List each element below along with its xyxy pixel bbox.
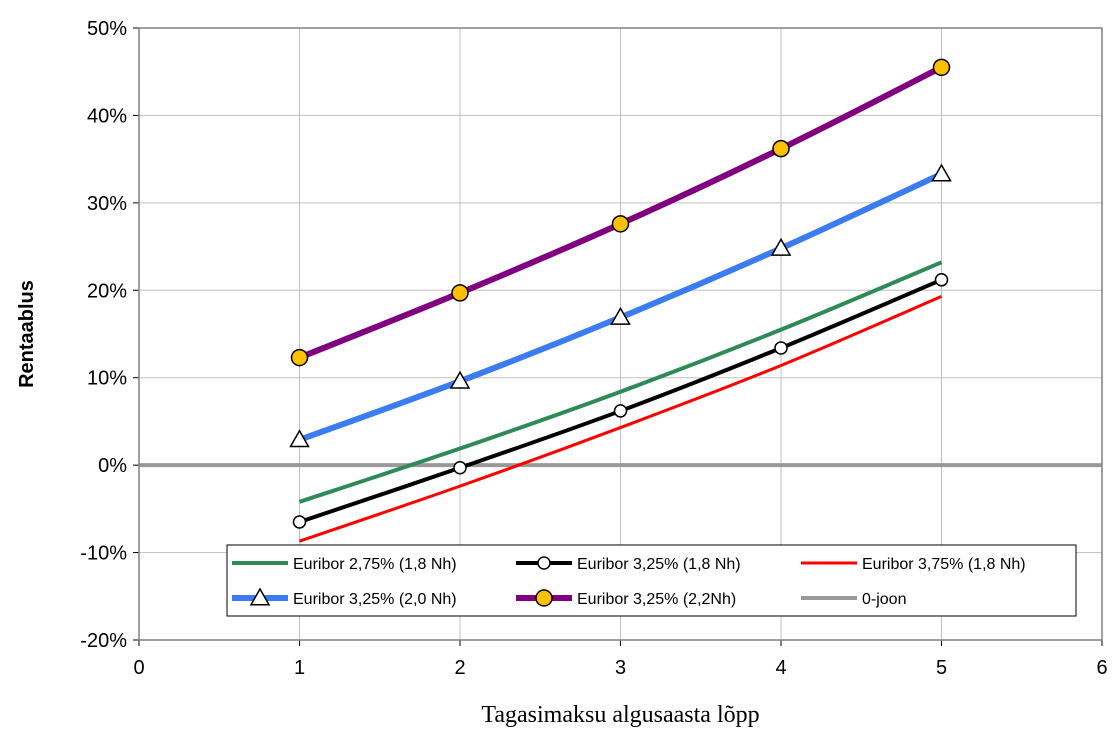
y-tick-label: 0%	[98, 455, 127, 477]
legend: Euribor 2,75% (1,8 Nh) Euribor 3,25% (1,8…	[226, 544, 1077, 617]
legend-label: 0-joon	[862, 591, 906, 608]
series-0-line	[298, 260, 943, 504]
y-tick-label: 40%	[87, 105, 127, 127]
series-3-point	[449, 370, 471, 389]
legend-label: Euribor 3,25% (1,8 Nh)	[577, 556, 741, 573]
y-tick-label: -10%	[80, 543, 127, 565]
x-axis-label: Tagasimaksu algusaasta lõpp	[481, 702, 759, 728]
series-3-point	[931, 163, 952, 182]
grid-lines	[138, 27, 1103, 641]
series-3-point	[289, 429, 310, 448]
y-tick-label: 10%	[87, 368, 127, 390]
axes: 0 1 2 3 4 5 6 -20% -10% 0% 10% 20% 30% 40% 50%	[80, 18, 1107, 679]
series-3-point	[770, 237, 792, 256]
legend-marker	[249, 587, 271, 606]
x-tick-label: 3	[615, 657, 626, 679]
y-tick-label: -20%	[80, 630, 127, 652]
series-1-point	[292, 515, 307, 529]
series-4-point	[290, 348, 309, 367]
series-1-point	[774, 341, 788, 355]
series-1-point	[453, 461, 467, 475]
x-tick-label: 4	[775, 657, 786, 679]
y-axis-label: Rentaablus	[16, 280, 38, 388]
x-tick-label: 2	[454, 657, 465, 679]
series-2-line	[299, 295, 943, 543]
y-tick-label: 20%	[87, 280, 127, 302]
legend-label: Euribor 3,75% (1,8 Nh)	[862, 556, 1026, 573]
x-tick-label: 6	[1096, 657, 1107, 679]
y-tick-label: 50%	[87, 18, 127, 40]
x-tick-label: 1	[294, 657, 305, 679]
legend-label: Euribor 2,75% (1,8 Nh)	[293, 556, 457, 573]
series-4-point	[932, 58, 951, 77]
legend-box	[226, 544, 1077, 617]
legend-label: Euribor 3,25% (2,0 Nh)	[293, 591, 457, 608]
series-4-point	[611, 215, 630, 233]
legend-marker	[537, 556, 551, 570]
series-1-point	[613, 404, 628, 418]
plot-border	[138, 27, 1103, 641]
y-tick-label: 30%	[87, 193, 127, 215]
x-tick-label: 5	[936, 657, 947, 679]
x-tick-label: 0	[133, 657, 144, 679]
series-3-point	[610, 306, 631, 325]
legend-label: Euribor 3,25% (2,2Nh)	[577, 591, 736, 608]
legend-marker	[535, 589, 553, 607]
series-1-point	[934, 273, 949, 287]
series-4-point	[772, 139, 790, 158]
series-4-point	[451, 284, 469, 302]
series-lines	[139, 58, 1102, 543]
